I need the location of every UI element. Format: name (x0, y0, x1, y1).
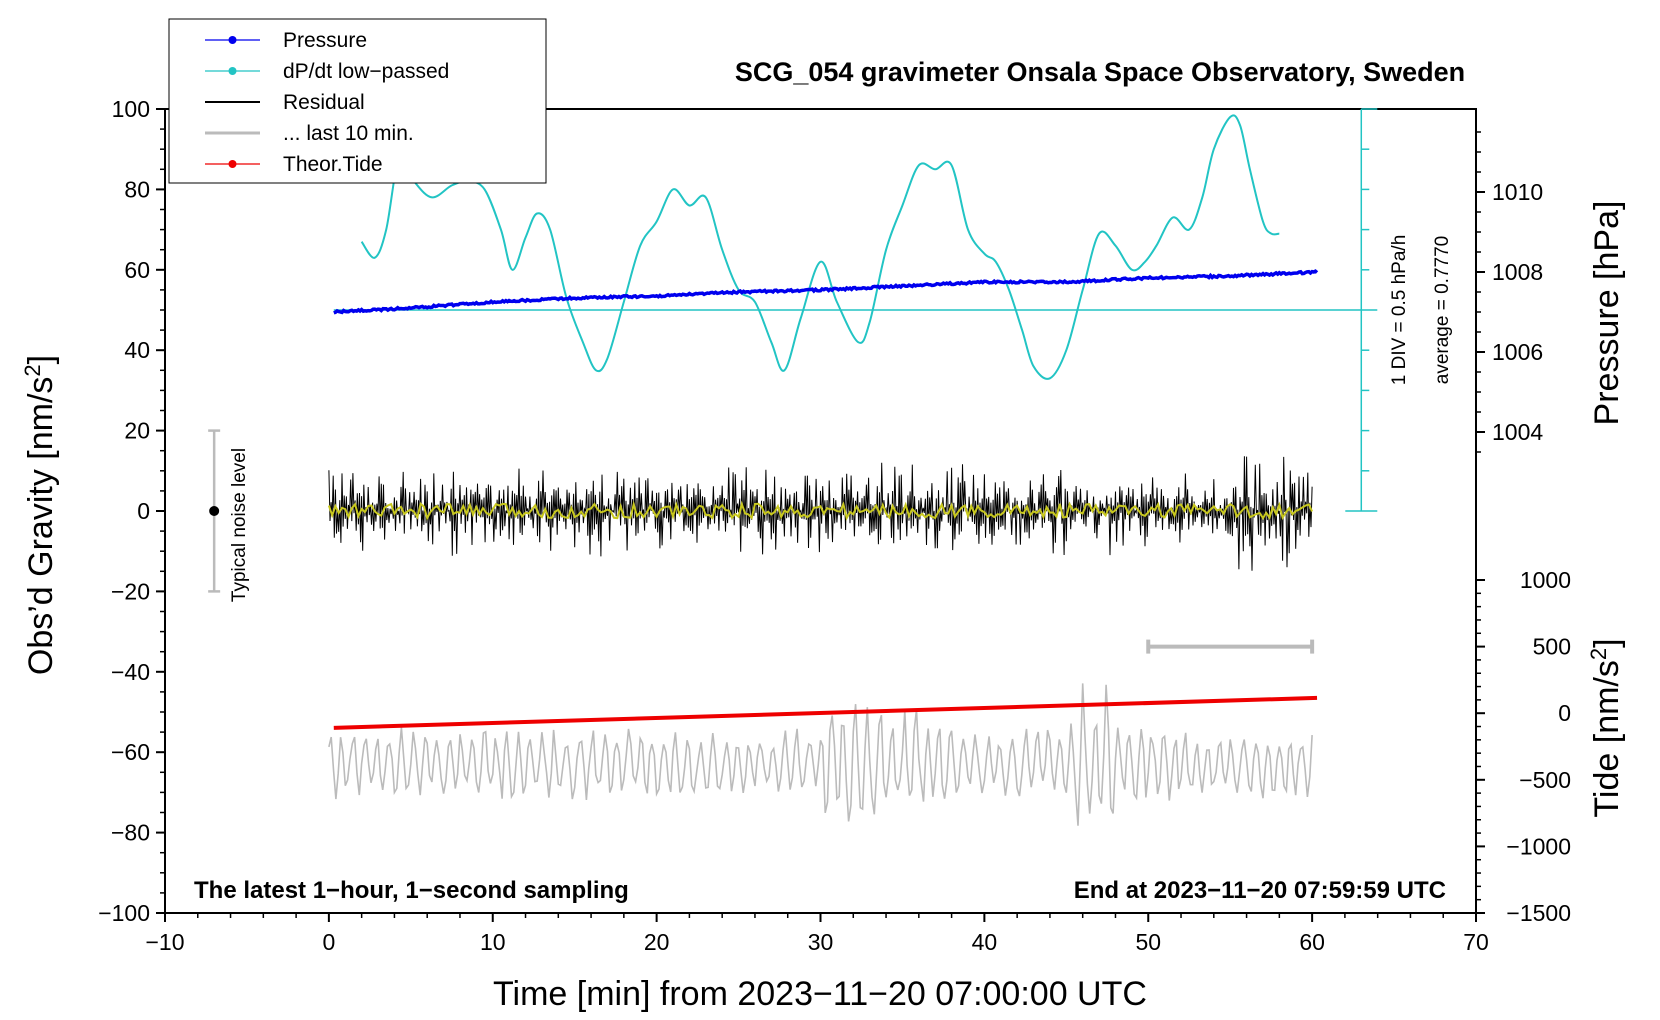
annotation-layer: 1 DIV = 0.5 hPa/h average = 0.7770 Typic… (194, 108, 1453, 904)
y-axis-title: Obs’d Gravity [nm/s2] (20, 355, 60, 675)
pressure-tick-label: 1008 (1492, 259, 1543, 285)
x-axis-title: Time [min] from 2023−11−20 07:00:00 UTC (493, 975, 1147, 1013)
theor-tide-line (333, 695, 1318, 730)
y-tick-label: −40 (111, 659, 150, 685)
pressure-tick-label: 1006 (1492, 339, 1543, 365)
noise-level-label: Typical noise level (229, 448, 250, 602)
legend-marker (228, 67, 237, 75)
x-tick-label: 50 (1135, 929, 1161, 955)
tide-axis-title: Tide [nm/s2] (1586, 638, 1626, 817)
caption-right: End at 2023−11−20 07:59:59 UTC (1074, 877, 1446, 904)
legend-label: Residual (283, 91, 365, 114)
legend-label: dP/dt low−passed (283, 60, 449, 83)
x-tick-label: 60 (1299, 929, 1325, 955)
pressure-line (333, 269, 1319, 315)
x-tick-label: 70 (1463, 929, 1489, 955)
x-tick-label: −10 (145, 929, 184, 955)
pressure-tick-label: 1004 (1492, 419, 1543, 445)
dpdt-average-label: average = 0.7770 (1432, 236, 1453, 384)
y-tick-label: 40 (124, 337, 150, 363)
legend-marker (228, 160, 237, 168)
y-tick-label: 100 (112, 96, 150, 122)
legend-label: ... last 10 min. (283, 122, 414, 145)
y-tick-label: −20 (111, 578, 150, 604)
axes-ticks: −10 0 10 20 30 40 50 60 70100806040200−20−40−60−… (98, 96, 1571, 955)
noise-level-dot (209, 506, 220, 516)
y-tick-label: −100 (98, 900, 150, 926)
y-tick-label: 80 (124, 176, 150, 202)
caption-left: The latest 1−hour, 1−second sampling (194, 877, 629, 904)
tide-tick-label: 1000 (1520, 567, 1571, 593)
residual-smoothed-line (327, 500, 1314, 521)
tide-tick-label: −1500 (1506, 900, 1571, 926)
y-tick-label: −80 (111, 820, 150, 846)
legend-marker (228, 36, 237, 44)
dpdt-scale-label: 1 DIV = 0.5 hPa/h (1389, 235, 1410, 386)
x-tick-label: 40 (972, 929, 998, 955)
legend-label: Pressure (283, 29, 367, 52)
last-10-min-line (328, 683, 1313, 826)
y-tick-label: 20 (124, 418, 150, 444)
dpdt-line (360, 114, 1280, 380)
y-tick-label: 60 (124, 257, 150, 283)
x-tick-label: 0 (322, 929, 335, 955)
legend-label: Theor.Tide (283, 153, 383, 176)
y-tick-label: −60 (111, 739, 150, 765)
x-tick-label: 30 (808, 929, 834, 955)
tide-tick-label: −1000 (1506, 833, 1571, 859)
chart-title: SCG_054 gravimeter Onsala Space Observat… (735, 57, 1465, 87)
x-tick-label: 20 (644, 929, 670, 955)
series-layer (327, 114, 1362, 826)
y-tick-label: 0 (137, 498, 150, 524)
tide-tick-label: 500 (1533, 634, 1571, 660)
pressure-axis-title: Pressure [hPa] (1588, 201, 1626, 426)
x-tick-label: 10 (480, 929, 506, 955)
tide-tick-label: −500 (1519, 767, 1571, 793)
tide-tick-label: 0 (1558, 700, 1571, 726)
legend: Pressure dP/dt low−passed Residual ... last… (168, 18, 547, 184)
pressure-tick-label: 1010 (1492, 179, 1543, 205)
